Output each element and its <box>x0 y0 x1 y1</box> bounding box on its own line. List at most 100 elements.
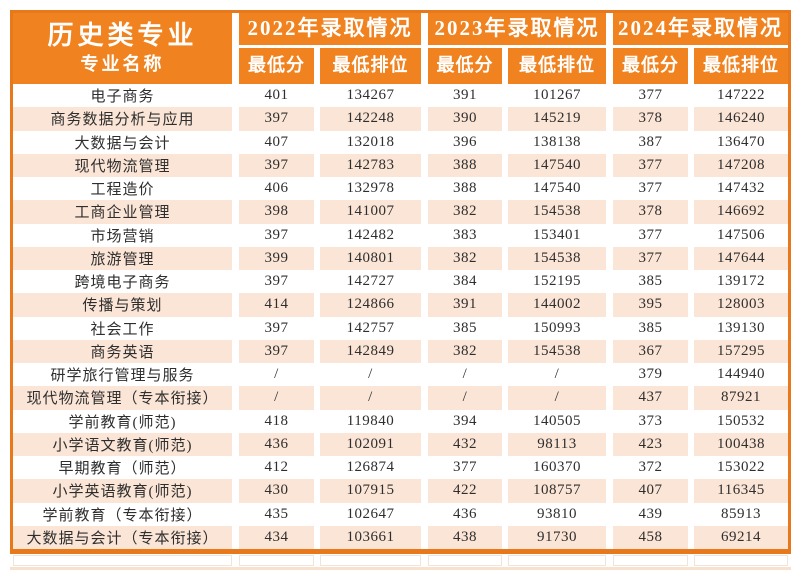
value-cell: 391 <box>428 84 502 108</box>
value-cell: 147506 <box>694 223 788 247</box>
value-cell: 87921 <box>694 386 788 410</box>
value-cell: 145219 <box>508 107 606 131</box>
value-cell: 153022 <box>694 456 788 480</box>
value-cell: 98113 <box>508 432 606 456</box>
min-rank-header-2023: 最低排位 <box>508 48 606 84</box>
partial-row-cell <box>428 555 502 566</box>
value-cell: 377 <box>613 177 688 201</box>
value-cell: 384 <box>428 270 502 294</box>
value-cell: 397 <box>239 223 314 247</box>
value-cell: 146240 <box>694 107 788 131</box>
partial-row-cell <box>239 555 314 566</box>
value-cell: / <box>239 363 314 387</box>
value-cell: 383 <box>428 223 502 247</box>
value-cell: 397 <box>239 316 314 340</box>
major-cell: 现代物流管理（专本衔接） <box>13 386 232 410</box>
partial-row-cell <box>13 555 232 566</box>
major-cell: 商务英语 <box>13 339 232 363</box>
value-cell: 153401 <box>508 223 606 247</box>
value-cell: 434 <box>239 525 314 549</box>
partial-row-cell <box>613 555 688 566</box>
value-cell: 93810 <box>508 502 606 526</box>
major-cell: 社会工作 <box>13 316 232 340</box>
min-rank-header-2024: 最低排位 <box>694 48 788 84</box>
value-cell: 154538 <box>508 339 606 363</box>
value-cell: 154538 <box>508 246 606 270</box>
year-header-2023: 2023年录取情况 <box>428 13 606 48</box>
major-cell: 跨境电子商务 <box>13 270 232 294</box>
value-cell: 102647 <box>320 502 421 526</box>
value-cell: 140505 <box>508 409 606 433</box>
value-cell: 147432 <box>694 177 788 201</box>
value-cell: 394 <box>428 409 502 433</box>
value-cell: 140801 <box>320 246 421 270</box>
major-cell: 现代物流管理 <box>13 153 232 177</box>
value-cell: 139172 <box>694 270 788 294</box>
value-cell: 395 <box>613 293 688 317</box>
value-cell: 432 <box>428 432 502 456</box>
value-cell: 412 <box>239 456 314 480</box>
value-cell: 397 <box>239 107 314 131</box>
value-cell: 103661 <box>320 525 421 549</box>
min-score-header-2022: 最低分 <box>239 48 314 84</box>
value-cell: 391 <box>428 293 502 317</box>
major-cell: 商务数据分析与应用 <box>13 107 232 131</box>
value-cell: 147222 <box>694 84 788 108</box>
value-cell: 388 <box>428 153 502 177</box>
major-cell: 大数据与会计 <box>13 130 232 154</box>
major-cell: 旅游管理 <box>13 246 232 270</box>
partial-row-cell <box>320 555 421 566</box>
partial-row-cell <box>508 555 606 566</box>
value-cell: 136470 <box>694 130 788 154</box>
value-cell: 377 <box>428 456 502 480</box>
major-cell: 工商企业管理 <box>13 200 232 224</box>
value-cell: 147208 <box>694 153 788 177</box>
value-cell: 126874 <box>320 456 421 480</box>
value-cell: 157295 <box>694 339 788 363</box>
major-cell: 学前教育(师范) <box>13 409 232 433</box>
value-cell: 85913 <box>694 502 788 526</box>
value-cell: 397 <box>239 339 314 363</box>
value-cell: 124866 <box>320 293 421 317</box>
value-cell: 377 <box>613 246 688 270</box>
value-cell: 406 <box>239 177 314 201</box>
value-cell: 147540 <box>508 153 606 177</box>
value-cell: 436 <box>239 432 314 456</box>
value-cell: 401 <box>239 84 314 108</box>
value-cell: 377 <box>613 153 688 177</box>
value-cell: 150532 <box>694 409 788 433</box>
value-cell: 385 <box>428 316 502 340</box>
value-cell: 142482 <box>320 223 421 247</box>
cropped-next-row <box>13 555 788 566</box>
major-column-header: 专业名称 <box>80 53 165 74</box>
value-cell: 152195 <box>508 270 606 294</box>
major-cell: 小学语文教育(师范) <box>13 432 232 456</box>
value-cell: 397 <box>239 270 314 294</box>
value-cell: 439 <box>613 502 688 526</box>
value-cell: / <box>508 386 606 410</box>
value-cell: 396 <box>428 130 502 154</box>
value-cell: 142849 <box>320 339 421 363</box>
value-cell: 377 <box>613 84 688 108</box>
value-cell: 378 <box>613 107 688 131</box>
value-cell: 107915 <box>320 479 421 503</box>
value-cell: 390 <box>428 107 502 131</box>
value-cell: 69214 <box>694 525 788 549</box>
major-cell: 市场营销 <box>13 223 232 247</box>
value-cell: 378 <box>613 200 688 224</box>
value-cell: 147644 <box>694 246 788 270</box>
value-cell: 91730 <box>508 525 606 549</box>
value-cell: 382 <box>428 339 502 363</box>
value-cell: 100438 <box>694 432 788 456</box>
value-cell: 418 <box>239 409 314 433</box>
value-cell: 141007 <box>320 200 421 224</box>
value-cell: 142783 <box>320 153 421 177</box>
value-cell: 142727 <box>320 270 421 294</box>
value-cell: 437 <box>613 386 688 410</box>
value-cell: 160370 <box>508 456 606 480</box>
major-cell: 传播与策划 <box>13 293 232 317</box>
value-cell: 382 <box>428 200 502 224</box>
value-cell: 385 <box>613 270 688 294</box>
min-score-header-2023: 最低分 <box>428 48 502 84</box>
value-cell: 385 <box>613 316 688 340</box>
